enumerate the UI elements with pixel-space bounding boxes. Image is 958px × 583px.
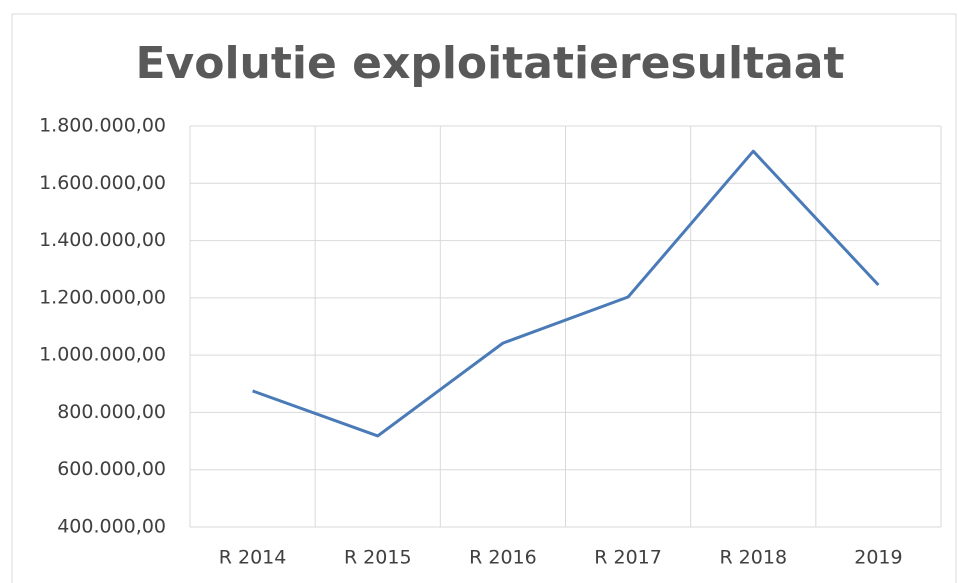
x-tick-label: R 2018 xyxy=(719,547,787,569)
y-tick-label: 800.000,00 xyxy=(57,401,166,423)
y-tick-label: 1.000.000,00 xyxy=(39,344,166,366)
chart-title: Evolutie exploitatieresultaat xyxy=(135,38,844,89)
data-line xyxy=(252,149,880,438)
x-tick-label: R 2016 xyxy=(469,547,537,569)
x-tick-label: R 2015 xyxy=(344,547,412,569)
y-tick-label: 600.000,00 xyxy=(57,458,166,480)
x-tick-label: R 2014 xyxy=(219,547,287,569)
x-tick-label: R 2017 xyxy=(594,547,662,569)
chart-border xyxy=(11,13,957,583)
y-tick-label: 1.600.000,00 xyxy=(39,172,166,194)
y-tick-label: 1.400.000,00 xyxy=(39,229,166,251)
y-tick-label: 1.800.000,00 xyxy=(39,115,166,137)
y-tick-label: 400.000,00 xyxy=(57,516,166,538)
y-tick-label: 1.200.000,00 xyxy=(39,286,166,308)
x-tick-label: 2019 xyxy=(854,547,902,569)
